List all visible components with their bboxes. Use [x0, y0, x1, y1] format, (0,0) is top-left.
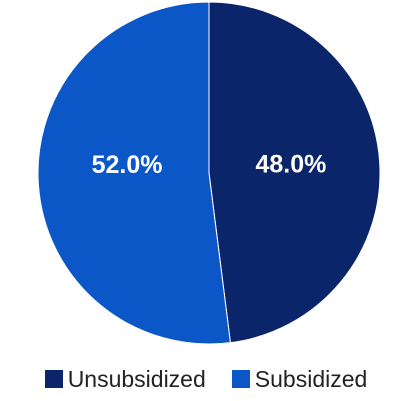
legend-swatch-subsidized [231, 370, 250, 388]
pie-slice-unsubsidized [208, 1, 381, 344]
legend-swatch-unsubsidized [44, 370, 63, 388]
legend: Unsubsidized Subsidized [0, 367, 412, 391]
legend-item-subsidized: Subsidized [231, 366, 368, 392]
data-label-subsidized: 52.0% [92, 151, 163, 179]
data-label-unsubsidized: 48.0% [255, 150, 326, 178]
legend-label-subsidized: Subsidized [254, 366, 368, 392]
legend-label-unsubsidized: Unsubsidized [67, 366, 206, 392]
legend-item-unsubsidized: Unsubsidized [44, 366, 206, 392]
pie-slice-subsidized [37, 1, 231, 345]
